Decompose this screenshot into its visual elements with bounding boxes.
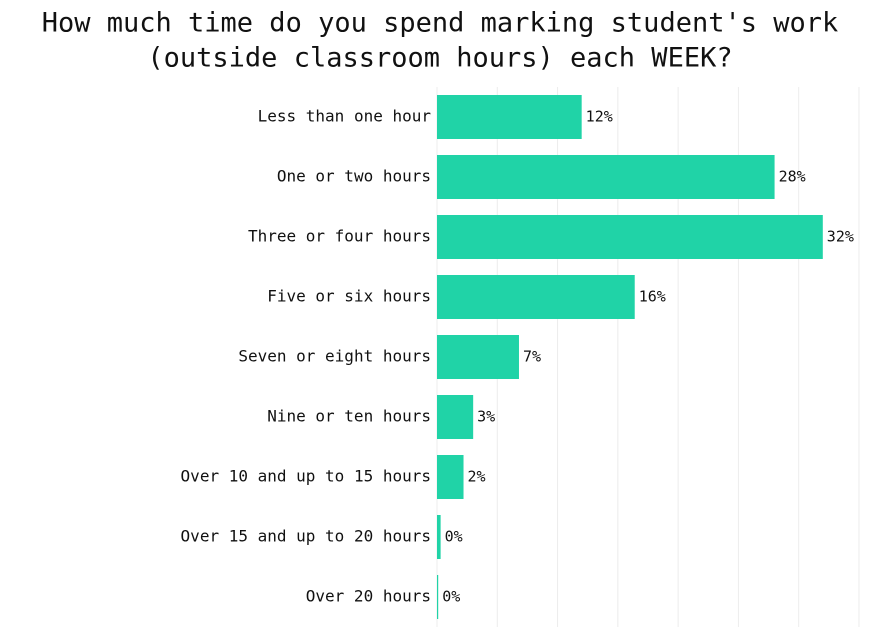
value-label: 16% xyxy=(639,288,666,306)
bar xyxy=(437,215,823,259)
value-label: 3% xyxy=(477,408,495,426)
value-label: 12% xyxy=(586,108,613,126)
value-label: 28% xyxy=(779,168,806,186)
value-label: 0% xyxy=(442,588,460,606)
y-tick-label: Seven or eight hours xyxy=(238,347,431,366)
y-tick-label: Nine or ten hours xyxy=(267,407,431,426)
bar xyxy=(437,395,474,439)
bar xyxy=(437,575,439,619)
y-tick-label: Three or four hours xyxy=(248,227,431,246)
bar xyxy=(437,275,635,319)
bar xyxy=(437,95,582,139)
value-label: 0% xyxy=(445,528,463,546)
y-tick-label: Less than one hour xyxy=(258,107,432,126)
value-label: 32% xyxy=(827,228,854,246)
chart-title: (outside classroom hours) each WEEK? xyxy=(147,43,732,74)
y-tick-label: Over 10 and up to 15 hours xyxy=(181,467,431,486)
chart-title: How much time do you spend marking stude… xyxy=(42,8,839,39)
bar xyxy=(437,335,519,379)
bar xyxy=(437,455,464,499)
y-tick-label: Over 15 and up to 20 hours xyxy=(181,527,431,546)
value-label: 2% xyxy=(468,468,486,486)
bar xyxy=(437,155,775,199)
value-label: 7% xyxy=(523,348,541,366)
y-tick-label: One or two hours xyxy=(277,167,431,186)
y-tick-label: Over 20 hours xyxy=(306,587,431,606)
y-tick-label: Five or six hours xyxy=(267,287,431,306)
bar xyxy=(437,515,441,559)
